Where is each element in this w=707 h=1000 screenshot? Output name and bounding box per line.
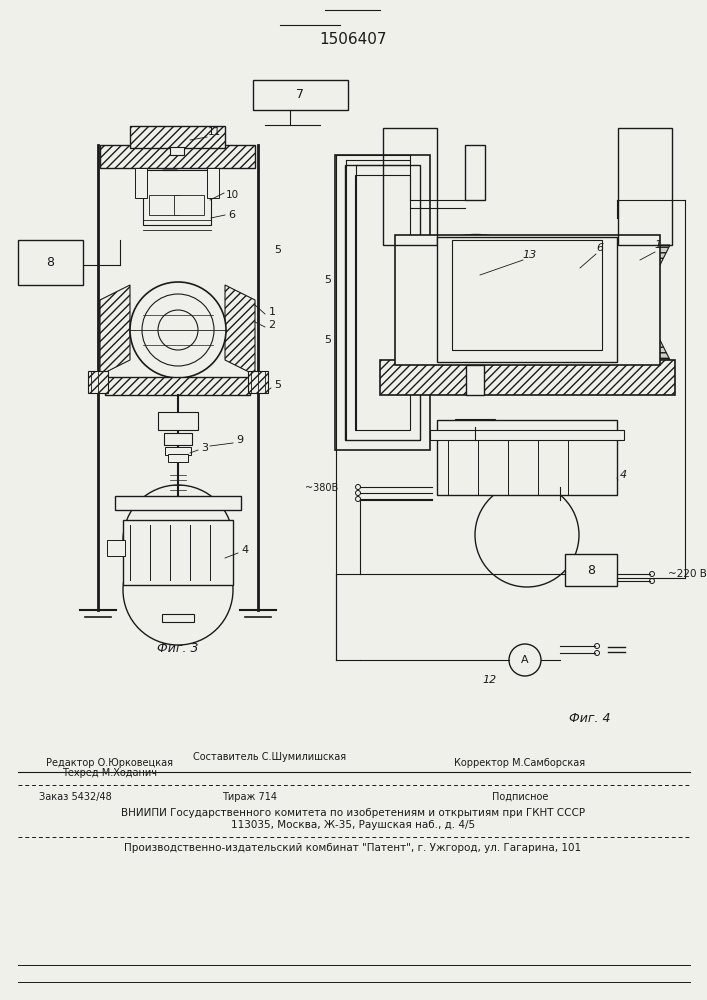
Circle shape: [142, 294, 214, 366]
Polygon shape: [620, 245, 670, 295]
Circle shape: [158, 200, 168, 210]
Bar: [135, 168, 147, 198]
Bar: [88, 371, 108, 393]
Text: Производственно-издательский комбинат "Патент", г. Ужгород, ул. Гагарина, 101: Производственно-издательский комбинат "П…: [124, 843, 582, 853]
Text: ~220 В: ~220 В: [668, 569, 707, 579]
Circle shape: [595, 650, 600, 656]
Polygon shape: [225, 285, 255, 375]
Text: Редактор О.Юрковецкая: Редактор О.Юрковецкая: [47, 758, 173, 768]
Circle shape: [595, 644, 600, 648]
Bar: [207, 168, 219, 198]
Text: 5: 5: [325, 275, 332, 285]
Circle shape: [123, 535, 233, 645]
Text: 1506407: 1506407: [320, 32, 387, 47]
Polygon shape: [385, 245, 435, 295]
Text: 7: 7: [296, 89, 304, 102]
Bar: [115, 496, 241, 510]
Circle shape: [650, 578, 655, 584]
Text: ~380В: ~380В: [305, 483, 338, 493]
Bar: [395, 235, 660, 365]
Bar: [466, 365, 484, 395]
Text: 2: 2: [269, 320, 276, 330]
Text: 5: 5: [325, 335, 332, 345]
Circle shape: [123, 485, 233, 595]
Bar: [335, 155, 430, 450]
Text: ВНИИПИ Государственного комитета по изобретениям и открытиям при ГКНТ СССР: ВНИИПИ Государственного комитета по изоб…: [121, 808, 585, 818]
Bar: [253, 80, 348, 110]
Circle shape: [356, 490, 361, 495]
Bar: [170, 147, 184, 155]
Text: 13: 13: [523, 250, 537, 260]
Text: 1: 1: [655, 240, 662, 250]
Text: 5: 5: [274, 245, 281, 255]
Bar: [440, 245, 615, 355]
Text: 1: 1: [269, 307, 276, 317]
Text: Заказ 5432/48: Заказ 5432/48: [39, 792, 112, 802]
Text: 9: 9: [236, 435, 244, 445]
Text: 4: 4: [619, 470, 626, 480]
Text: Фиг. 3: Фиг. 3: [157, 642, 199, 654]
Bar: [465, 145, 485, 200]
Circle shape: [186, 200, 196, 210]
Text: 6: 6: [228, 210, 235, 220]
Text: Корректор М.Самборская: Корректор М.Самборская: [455, 758, 585, 768]
Bar: [618, 128, 672, 245]
Bar: [455, 419, 495, 427]
Bar: [105, 377, 250, 395]
Bar: [107, 540, 125, 556]
Circle shape: [130, 282, 226, 378]
Bar: [18, 240, 83, 285]
Bar: [143, 170, 211, 225]
Bar: [345, 165, 420, 440]
Text: Тираж 714: Тираж 714: [223, 792, 278, 802]
Bar: [123, 520, 233, 585]
Text: 3: 3: [201, 443, 209, 453]
Text: 4: 4: [241, 545, 249, 555]
Circle shape: [112, 546, 120, 554]
Circle shape: [509, 644, 541, 676]
Polygon shape: [385, 310, 435, 360]
Bar: [165, 447, 191, 455]
Bar: [158, 412, 198, 430]
Circle shape: [356, 496, 361, 502]
Bar: [430, 430, 624, 440]
Bar: [455, 265, 600, 340]
Bar: [380, 360, 675, 395]
Text: 6: 6: [597, 243, 604, 253]
Bar: [162, 614, 194, 622]
Text: Подписное: Подписное: [492, 792, 548, 802]
Text: A: A: [521, 655, 529, 665]
Bar: [164, 433, 192, 445]
Circle shape: [356, 485, 361, 489]
Text: Составитель С.Шумилишская: Составитель С.Шумилишская: [194, 752, 346, 762]
Circle shape: [650, 572, 655, 576]
Text: 113035, Москва, Ж-35, Раушская наб., д. 4/5: 113035, Москва, Ж-35, Раушская наб., д. …: [231, 820, 475, 830]
Bar: [248, 371, 268, 393]
Bar: [565, 554, 617, 586]
Polygon shape: [168, 137, 187, 148]
Polygon shape: [100, 285, 130, 375]
Bar: [452, 240, 602, 350]
Circle shape: [158, 310, 198, 350]
Circle shape: [475, 483, 579, 587]
Polygon shape: [155, 170, 185, 182]
Bar: [383, 128, 437, 245]
Text: 11: 11: [207, 127, 221, 137]
Bar: [100, 145, 255, 168]
Bar: [174, 195, 204, 215]
Bar: [130, 126, 225, 148]
Bar: [437, 237, 617, 362]
Bar: [355, 175, 410, 430]
Text: 12: 12: [483, 675, 497, 685]
Text: Техред М.Ходанич: Техред М.Ходанич: [62, 768, 158, 778]
Polygon shape: [620, 310, 670, 360]
Text: 5: 5: [274, 380, 281, 390]
Text: Фиг. 4: Фиг. 4: [569, 712, 611, 724]
Bar: [437, 420, 617, 495]
Text: 8: 8: [46, 255, 54, 268]
Text: 10: 10: [226, 190, 238, 200]
Bar: [149, 195, 179, 215]
Bar: [168, 454, 188, 462]
Text: 8: 8: [587, 564, 595, 576]
